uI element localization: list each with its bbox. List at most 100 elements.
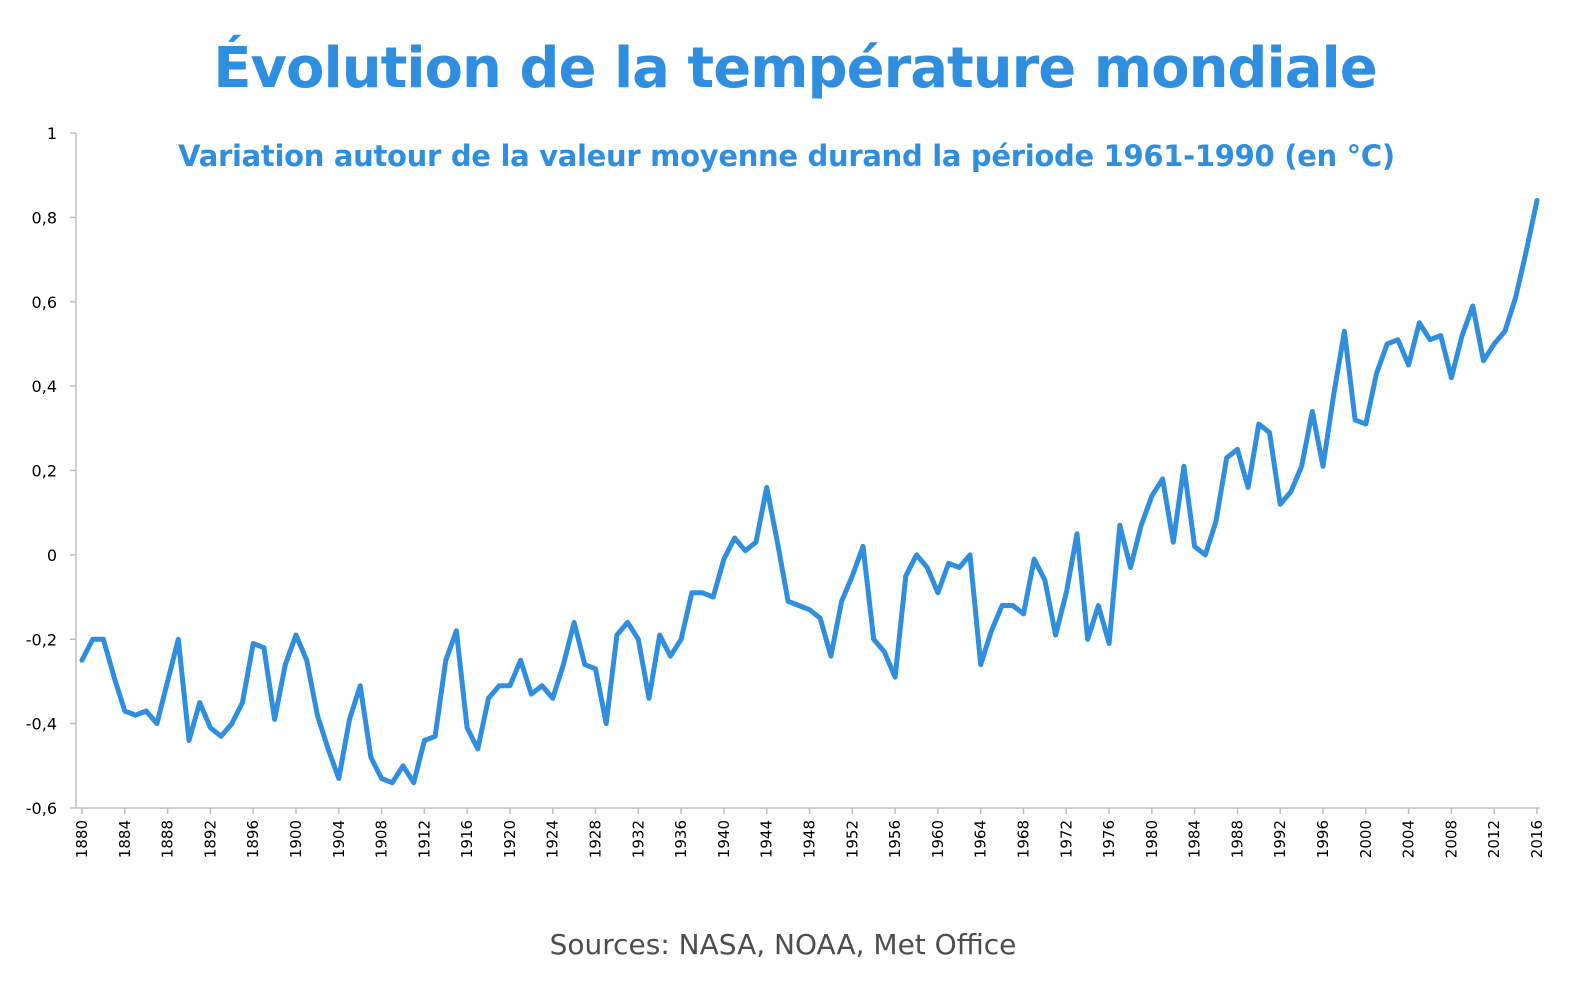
data-point bbox=[572, 621, 576, 624]
data-point bbox=[412, 781, 415, 784]
data-point bbox=[797, 604, 800, 607]
x-tick-label: 1904 bbox=[330, 820, 348, 858]
data-point bbox=[1011, 604, 1014, 607]
data-point bbox=[1214, 519, 1218, 523]
x-tick-label: 1900 bbox=[287, 820, 305, 858]
data-point bbox=[947, 562, 950, 565]
x-tick-label: 1992 bbox=[1271, 820, 1289, 858]
x-tick-label: 2016 bbox=[1528, 820, 1546, 858]
data-point bbox=[733, 536, 736, 540]
data-point bbox=[968, 553, 972, 557]
data-point bbox=[1535, 199, 1539, 202]
data-point bbox=[861, 545, 865, 548]
data-point bbox=[776, 541, 779, 544]
x-tick-label: 1988 bbox=[1228, 820, 1246, 858]
y-tick-label: -0,6 bbox=[26, 799, 57, 818]
data-point bbox=[337, 777, 340, 780]
data-point bbox=[712, 595, 715, 599]
data-point bbox=[926, 566, 929, 569]
data-point bbox=[669, 654, 672, 658]
data-point bbox=[904, 574, 907, 578]
data-point bbox=[508, 684, 512, 687]
x-tick-label: 1996 bbox=[1314, 820, 1332, 858]
data-point bbox=[808, 608, 811, 611]
data-point bbox=[1182, 465, 1186, 468]
data-point bbox=[1257, 422, 1261, 426]
data-point bbox=[209, 726, 212, 729]
data-point bbox=[1118, 524, 1122, 527]
data-point bbox=[1150, 494, 1154, 497]
data-point bbox=[1514, 296, 1517, 299]
data-point bbox=[754, 541, 758, 544]
data-point bbox=[1407, 363, 1410, 367]
data-point bbox=[177, 638, 180, 641]
data-point bbox=[198, 701, 201, 704]
chart-subtitle: Variation autour de la valeur moyenne du… bbox=[178, 139, 1395, 173]
data-point bbox=[1289, 490, 1293, 493]
data-point bbox=[134, 714, 137, 717]
data-point bbox=[348, 718, 351, 721]
data-point bbox=[1375, 372, 1378, 375]
data-point bbox=[1503, 330, 1507, 333]
data-point bbox=[1428, 338, 1432, 341]
data-point bbox=[583, 663, 586, 666]
data-point bbox=[1450, 376, 1453, 379]
data-point bbox=[1321, 465, 1325, 468]
x-tick-label: 2008 bbox=[1442, 820, 1460, 858]
data-point bbox=[498, 684, 501, 687]
x-tick-label: 2000 bbox=[1357, 820, 1375, 858]
chart-source: Sources: NASA, NOAA, Met Office bbox=[549, 928, 1017, 961]
data-point bbox=[626, 621, 629, 624]
data-point bbox=[102, 638, 105, 641]
data-point bbox=[476, 747, 479, 751]
data-point bbox=[958, 566, 961, 569]
y-tick-label: 0,6 bbox=[32, 293, 57, 312]
data-point bbox=[1268, 431, 1271, 434]
data-point bbox=[455, 629, 458, 632]
data-point bbox=[1097, 604, 1100, 607]
data-point bbox=[252, 642, 255, 645]
data-point bbox=[1107, 642, 1111, 645]
data-point bbox=[872, 638, 875, 641]
x-tick-label: 1916 bbox=[458, 820, 476, 858]
data-point bbox=[1129, 566, 1132, 569]
data-point bbox=[1396, 338, 1400, 341]
data-point bbox=[829, 654, 833, 658]
data-point bbox=[1493, 342, 1496, 346]
x-tick-label: 1888 bbox=[159, 820, 177, 858]
data-point bbox=[647, 697, 651, 700]
y-tick-label: 0 bbox=[47, 546, 57, 565]
data-point bbox=[1043, 579, 1047, 582]
y-tick-label: -0,2 bbox=[26, 630, 57, 649]
data-point bbox=[1161, 477, 1164, 481]
x-tick-label: 1972 bbox=[1057, 820, 1075, 858]
data-point bbox=[1236, 448, 1239, 451]
data-point bbox=[241, 701, 244, 704]
data-point bbox=[701, 591, 704, 594]
data-point bbox=[1311, 410, 1314, 413]
data-point bbox=[915, 553, 918, 557]
x-tick-label: 1912 bbox=[415, 820, 433, 858]
x-tick-label: 1944 bbox=[758, 820, 776, 858]
data-point bbox=[1000, 604, 1004, 607]
data-point bbox=[883, 650, 886, 654]
y-tick-label: 0,8 bbox=[32, 208, 57, 227]
x-tick-label: 1968 bbox=[1014, 820, 1032, 858]
data-point bbox=[1022, 612, 1025, 616]
data-point bbox=[1054, 633, 1057, 637]
data-point bbox=[990, 629, 993, 632]
data-point bbox=[316, 714, 319, 717]
x-tick-label: 1976 bbox=[1100, 820, 1118, 858]
x-tick-label: 2004 bbox=[1400, 820, 1418, 858]
data-point bbox=[230, 722, 233, 725]
data-point bbox=[326, 747, 330, 751]
x-axis-ticks: 1880 1884 1888 1892 1896 1900 1904 1908 1912 1916… bbox=[73, 808, 1546, 858]
x-tick-label: 1908 bbox=[373, 820, 391, 858]
data-point bbox=[1343, 330, 1346, 333]
data-point bbox=[369, 756, 373, 759]
chart-title: Évolution de la température mondiale bbox=[213, 36, 1377, 101]
x-tick-label: 1880 bbox=[73, 820, 91, 858]
y-tick-label: 0,4 bbox=[32, 377, 57, 396]
data-point bbox=[819, 617, 822, 620]
